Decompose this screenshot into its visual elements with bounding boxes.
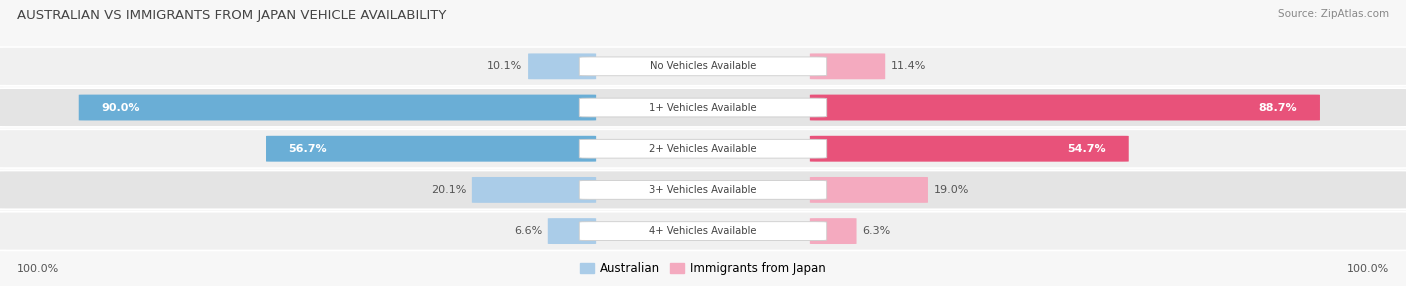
FancyBboxPatch shape: [0, 170, 1406, 209]
Text: AUSTRALIAN VS IMMIGRANTS FROM JAPAN VEHICLE AVAILABILITY: AUSTRALIAN VS IMMIGRANTS FROM JAPAN VEHI…: [17, 9, 446, 21]
Text: 4+ Vehicles Available: 4+ Vehicles Available: [650, 226, 756, 236]
Text: 56.7%: 56.7%: [288, 144, 328, 154]
Text: Source: ZipAtlas.com: Source: ZipAtlas.com: [1278, 9, 1389, 19]
Text: 3+ Vehicles Available: 3+ Vehicles Available: [650, 185, 756, 195]
Text: 6.6%: 6.6%: [515, 226, 543, 236]
Text: 2+ Vehicles Available: 2+ Vehicles Available: [650, 144, 756, 154]
Text: 88.7%: 88.7%: [1258, 103, 1298, 112]
Text: 100.0%: 100.0%: [1347, 264, 1389, 274]
FancyBboxPatch shape: [810, 177, 928, 203]
Text: 100.0%: 100.0%: [17, 264, 59, 274]
Text: 90.0%: 90.0%: [101, 103, 139, 112]
FancyBboxPatch shape: [0, 129, 1406, 168]
Text: 6.3%: 6.3%: [862, 226, 890, 236]
FancyBboxPatch shape: [810, 95, 1320, 120]
FancyBboxPatch shape: [472, 177, 596, 203]
FancyBboxPatch shape: [579, 222, 827, 241]
FancyBboxPatch shape: [79, 95, 596, 120]
FancyBboxPatch shape: [529, 53, 596, 79]
Text: 54.7%: 54.7%: [1067, 144, 1107, 154]
Legend: Australian, Immigrants from Japan: Australian, Immigrants from Japan: [575, 258, 831, 280]
FancyBboxPatch shape: [810, 218, 856, 244]
FancyBboxPatch shape: [810, 53, 886, 79]
FancyBboxPatch shape: [579, 180, 827, 199]
Text: 1+ Vehicles Available: 1+ Vehicles Available: [650, 103, 756, 112]
FancyBboxPatch shape: [579, 57, 827, 76]
Text: 10.1%: 10.1%: [488, 61, 523, 71]
FancyBboxPatch shape: [579, 139, 827, 158]
FancyBboxPatch shape: [0, 88, 1406, 127]
Text: 19.0%: 19.0%: [934, 185, 969, 195]
FancyBboxPatch shape: [0, 212, 1406, 251]
FancyBboxPatch shape: [548, 218, 596, 244]
FancyBboxPatch shape: [266, 136, 596, 162]
Text: No Vehicles Available: No Vehicles Available: [650, 61, 756, 71]
Text: 11.4%: 11.4%: [891, 61, 927, 71]
Text: 20.1%: 20.1%: [430, 185, 467, 195]
FancyBboxPatch shape: [579, 98, 827, 117]
FancyBboxPatch shape: [810, 136, 1129, 162]
FancyBboxPatch shape: [0, 47, 1406, 86]
